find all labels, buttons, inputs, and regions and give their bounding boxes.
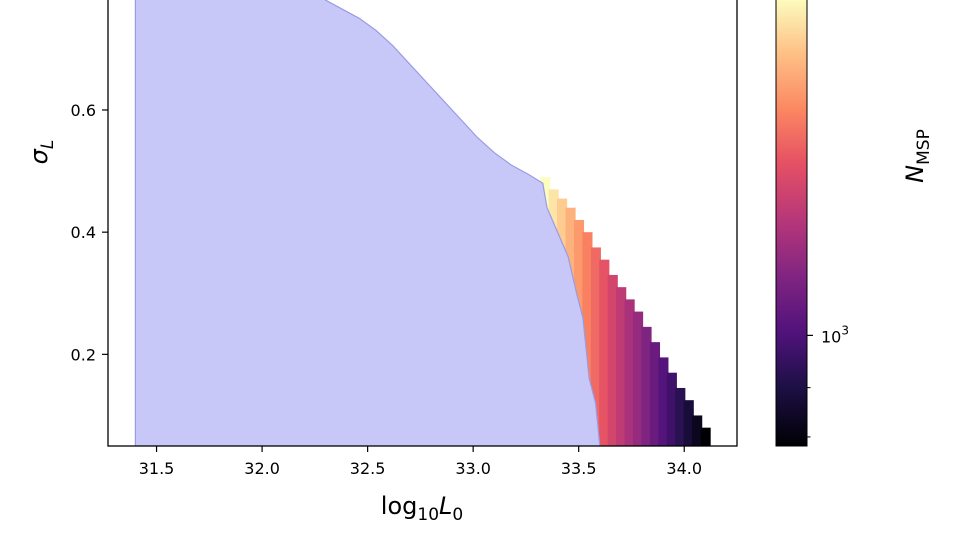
heatmap-column bbox=[666, 372, 677, 446]
x-axis-label: log10L0 bbox=[381, 492, 463, 525]
heatmap-column bbox=[675, 387, 686, 446]
colorbar-axis: 103 bbox=[807, 323, 849, 438]
plot-area bbox=[134, 0, 711, 446]
heatmap-column bbox=[599, 259, 610, 446]
x-tick-label: 34.0 bbox=[666, 459, 702, 478]
heatmap-column bbox=[692, 415, 703, 446]
y-tick-label: 0.4 bbox=[71, 223, 96, 242]
heatmap-column bbox=[641, 326, 652, 446]
heatmap-column bbox=[582, 232, 593, 446]
y-tick-label: 0.2 bbox=[71, 345, 96, 364]
heatmap-column bbox=[590, 247, 601, 446]
x-tick-label: 31.5 bbox=[139, 459, 175, 478]
heatmap-column bbox=[658, 357, 669, 446]
y-tick-label: 0.6 bbox=[71, 101, 96, 120]
heatmap-column bbox=[607, 274, 618, 446]
y-axis: 0.2 0.4 0.6 bbox=[71, 101, 108, 364]
plot-frame bbox=[107, 0, 738, 447]
x-tick-label: 33.5 bbox=[561, 459, 597, 478]
heatmap-column bbox=[649, 342, 661, 446]
heatmap-column bbox=[700, 427, 711, 446]
heatmap-column bbox=[683, 400, 694, 446]
x-tick-label: 32.0 bbox=[244, 459, 280, 478]
x-axis: 31.5 32.0 32.5 33.0 33.5 34.0 bbox=[139, 446, 702, 478]
colorbar-tick-label: 103 bbox=[821, 323, 849, 346]
heatmap-column bbox=[616, 287, 627, 446]
colorbar-label: NMSP bbox=[901, 129, 934, 183]
y-axis-label: σL bbox=[25, 140, 58, 165]
heatmap-column bbox=[624, 299, 635, 446]
colorbar bbox=[775, 0, 808, 447]
x-tick-label: 33.0 bbox=[455, 459, 491, 478]
excluded-region bbox=[134, 0, 601, 446]
x-tick-label: 32.5 bbox=[350, 459, 386, 478]
heatmap-column bbox=[633, 311, 644, 446]
